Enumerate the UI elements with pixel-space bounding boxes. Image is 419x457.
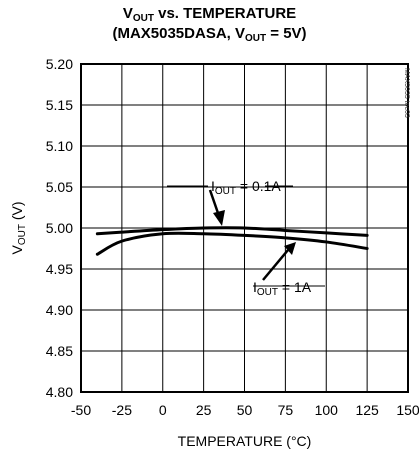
y-tick-label: 4.90 — [46, 302, 73, 318]
x-tick-label: -25 — [112, 402, 132, 418]
callout-arrowhead-1a — [284, 242, 296, 255]
chart-title-line-2: (MAX5035DASA, VOUT = 5V) — [112, 25, 307, 44]
y-tick-labels: 5.20 5.15 5.10 5.05 5.00 4.95 4.90 4.85 4.80 — [46, 56, 73, 400]
x-tick-labels: -50 -25 0 25 50 75 100 125 150 — [71, 402, 419, 418]
plot-frame — [80, 63, 409, 393]
x-tick-label: 125 — [355, 402, 379, 418]
watermark: MAX5035 toc03 — [403, 68, 410, 118]
y-tick-label: 5.10 — [46, 138, 73, 154]
series-line-1a — [95, 231, 369, 256]
y-tick-label: 4.85 — [46, 343, 73, 359]
x-tick-label: 0 — [159, 402, 167, 418]
x-axis-label: TEMPERATURE (°C) — [178, 433, 312, 449]
y-tick-label: 4.95 — [46, 261, 73, 277]
y-tick-label: 5.05 — [46, 179, 73, 195]
chart-title-line-1: VOUT vs. TEMPERATURE — [122, 5, 297, 24]
x-tick-label: 150 — [396, 402, 419, 418]
y-tick-label: 4.80 — [46, 384, 73, 400]
x-tick-label: 50 — [237, 402, 253, 418]
callout-arrow-shaft-1a — [262, 249, 289, 281]
series-line-0-1a — [95, 226, 369, 237]
x-tick-label: -50 — [71, 402, 91, 418]
x-tick-label: 75 — [278, 402, 294, 418]
x-tick-label: 100 — [315, 402, 339, 418]
y-axis-label: VOUT (V) — [9, 201, 28, 254]
callout-arrowhead-0-1a — [213, 210, 225, 226]
y-tick-label: 5.20 — [46, 56, 73, 72]
series-label-0-1a: IOUT = 0.1A — [211, 178, 281, 197]
y-tick-label: 5.15 — [46, 97, 73, 113]
series-label-1a: IOUT = 1A — [253, 279, 312, 298]
y-tick-label: 5.00 — [46, 220, 73, 236]
callout-arrow-shaft-0-1a — [208, 189, 221, 217]
series-lines — [95, 226, 369, 256]
x-tick-label: 25 — [196, 402, 212, 418]
grid-lines — [80, 63, 409, 393]
